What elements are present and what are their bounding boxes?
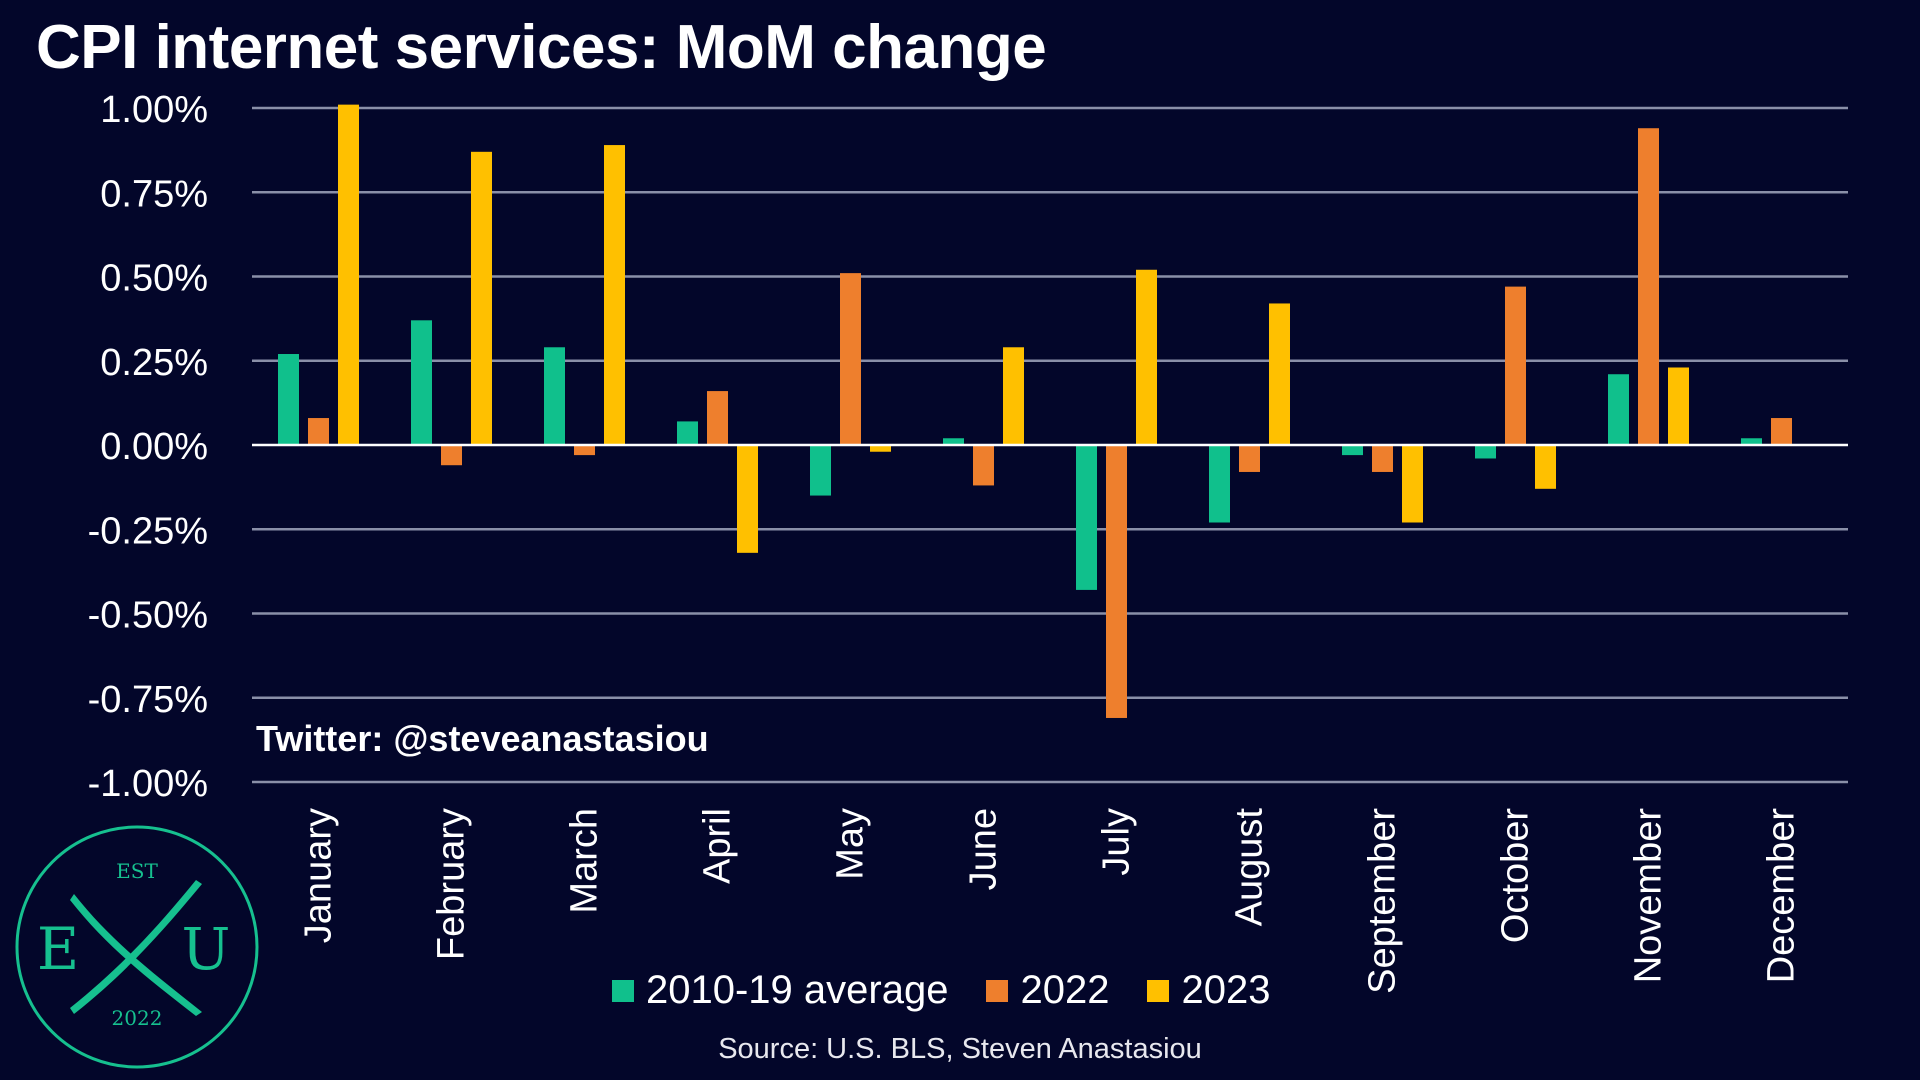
y-tick-label: 0.25% xyxy=(100,342,208,384)
x-tick-label: March xyxy=(564,808,606,914)
bar-january-2 xyxy=(338,104,359,445)
bar-june-0 xyxy=(943,438,964,445)
bar-december-0 xyxy=(1741,438,1762,445)
y-tick-label: 0.00% xyxy=(100,426,208,468)
legend-swatch xyxy=(612,979,634,1002)
bar-june-1 xyxy=(973,445,994,486)
bars xyxy=(278,104,1792,718)
legend-item: 2023 xyxy=(1147,968,1270,1013)
bar-march-2 xyxy=(604,145,625,445)
bar-october-0 xyxy=(1475,445,1496,459)
twitter-handle: Twitter: @steveanastasiou xyxy=(256,718,709,759)
chart-title: CPI internet services: MoM change xyxy=(36,13,1047,82)
bar-april-1 xyxy=(707,391,728,445)
bar-november-0 xyxy=(1608,374,1629,445)
bar-november-1 xyxy=(1638,128,1659,445)
legend-label: 2010-19 average xyxy=(646,968,949,1012)
legend-item: 2010-19 average xyxy=(612,968,948,1013)
source-note: Source: U.S. BLS, Steven Anastasiou xyxy=(718,1033,1202,1065)
bar-august-2 xyxy=(1269,303,1290,445)
bar-october-2 xyxy=(1535,445,1556,489)
x-tick-label: January xyxy=(298,808,340,943)
y-tick-label: -0.50% xyxy=(88,595,208,637)
bar-january-1 xyxy=(308,418,329,445)
x-tick-label: June xyxy=(963,808,1005,890)
legend-swatch xyxy=(986,979,1009,1002)
y-tick-label: 0.75% xyxy=(100,173,208,215)
logo-year-text: 2022 xyxy=(112,1006,163,1030)
logo-est-text: EST xyxy=(116,859,158,883)
bar-november-2 xyxy=(1668,367,1689,445)
x-tick-label: September xyxy=(1362,808,1404,994)
legend-item: 2022 xyxy=(986,968,1109,1013)
x-tick-label: February xyxy=(431,808,473,960)
bar-may-1 xyxy=(840,273,861,445)
x-tick-label: May xyxy=(830,808,872,880)
y-tick-label: -0.75% xyxy=(88,679,208,721)
x-axis-ticks: January February March April May June July Augu… xyxy=(298,808,1803,994)
legend-label: 2022 xyxy=(1020,968,1110,1012)
bar-august-0 xyxy=(1209,445,1230,523)
x-tick-label: October xyxy=(1495,808,1537,944)
gridlines xyxy=(252,106,1848,784)
bar-february-2 xyxy=(471,151,492,445)
legend: 2010-19 average 2022 2023 xyxy=(612,968,1308,1013)
bar-july-2 xyxy=(1136,269,1157,445)
bar-august-1 xyxy=(1239,445,1260,472)
bar-february-1 xyxy=(441,445,462,466)
bar-march-1 xyxy=(574,445,595,456)
bar-september-2 xyxy=(1402,445,1423,523)
y-tick-label: -0.25% xyxy=(88,510,208,552)
bar-december-1 xyxy=(1771,418,1792,445)
bar-february-0 xyxy=(411,320,432,445)
bar-april-0 xyxy=(677,421,698,445)
legend-label: 2023 xyxy=(1181,968,1271,1012)
x-tick-label: December xyxy=(1761,808,1803,984)
bar-september-1 xyxy=(1372,445,1393,472)
legend-swatch xyxy=(1147,979,1170,1002)
logo-letter-u: U xyxy=(182,915,231,983)
logo-letter-e: E xyxy=(37,915,79,983)
y-tick-label: 1.00% xyxy=(100,89,208,131)
bar-september-0 xyxy=(1342,445,1363,456)
bar-may-0 xyxy=(810,445,831,496)
x-tick-label: November xyxy=(1628,808,1670,984)
bar-may-2 xyxy=(870,445,891,452)
bar-october-1 xyxy=(1505,286,1526,445)
bar-july-1 xyxy=(1106,445,1127,718)
bar-july-0 xyxy=(1076,445,1097,590)
x-tick-label: April xyxy=(697,808,739,884)
y-tick-label: 0.50% xyxy=(100,258,208,300)
x-tick-label: July xyxy=(1096,808,1138,876)
x-tick-label: August xyxy=(1229,808,1271,927)
y-tick-label: -1.00% xyxy=(88,763,208,805)
y-axis-ticks: 1.00% 0.75% 0.50% 0.25% 0.00% -0.25% -0.50% -0.… xyxy=(88,89,208,805)
exu-logo: EST E U 2022 xyxy=(15,825,259,1069)
bar-april-2 xyxy=(737,445,758,553)
bar-march-0 xyxy=(544,347,565,445)
bar-january-0 xyxy=(278,354,299,445)
bar-june-2 xyxy=(1003,347,1024,445)
